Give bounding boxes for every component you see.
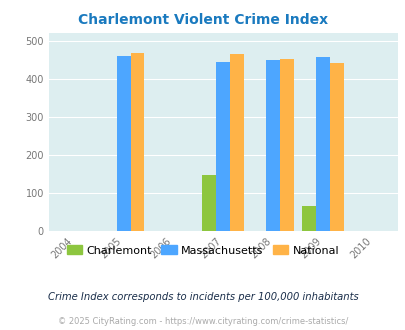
- Text: Charlemont Violent Crime Index: Charlemont Violent Crime Index: [78, 13, 327, 27]
- Bar: [202, 175, 216, 231]
- Bar: [116, 56, 130, 231]
- Bar: [266, 60, 279, 231]
- Bar: [230, 54, 244, 231]
- Bar: [130, 53, 144, 231]
- Text: Crime Index corresponds to incidents per 100,000 inhabitants: Crime Index corresponds to incidents per…: [47, 292, 358, 302]
- Legend: Charlemont, Massachusetts, National: Charlemont, Massachusetts, National: [62, 241, 343, 260]
- Bar: [301, 206, 315, 231]
- Bar: [315, 57, 329, 231]
- Text: © 2025 CityRating.com - https://www.cityrating.com/crime-statistics/: © 2025 CityRating.com - https://www.city…: [58, 317, 347, 326]
- Bar: [216, 62, 230, 231]
- Bar: [279, 58, 293, 231]
- Bar: [329, 63, 343, 231]
